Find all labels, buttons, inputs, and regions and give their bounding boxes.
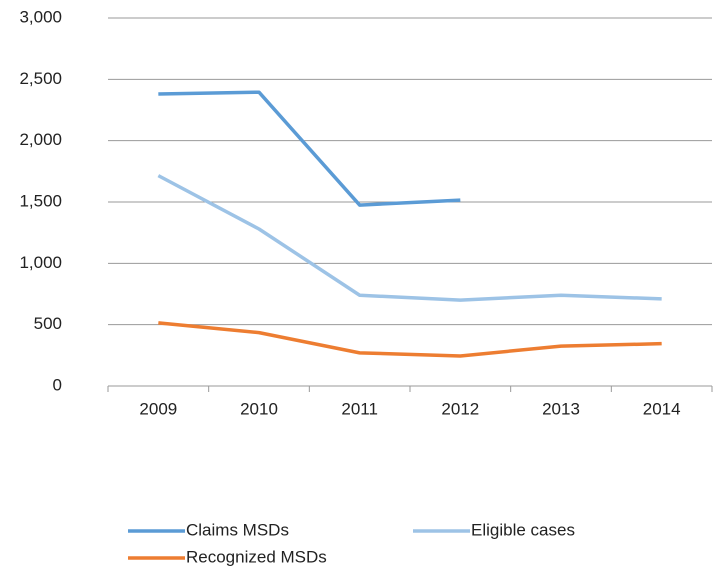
y-tick-label: 2,500 <box>19 69 62 88</box>
legend-label: Claims MSDs <box>186 520 289 539</box>
line-series <box>158 90 461 207</box>
y-tick-label: 2,000 <box>19 130 62 149</box>
x-tick-label: 2014 <box>643 399 681 418</box>
y-tick-label: 1,500 <box>19 191 62 210</box>
x-tick-label: 2009 <box>139 399 177 418</box>
x-tick-label: 2010 <box>240 399 278 418</box>
line-series <box>158 321 662 358</box>
x-tick-label: 2011 <box>341 399 378 418</box>
legend-label: Eligible cases <box>471 520 575 539</box>
x-tick-label: 2013 <box>542 399 580 418</box>
y-tick-label: 1,000 <box>19 253 62 272</box>
y-tick-label: 0 <box>53 375 62 394</box>
x-tick-label: 2012 <box>441 399 479 418</box>
legend-label: Recognized MSDs <box>186 547 327 566</box>
y-tick-label: 500 <box>34 314 62 333</box>
line-series <box>157 174 662 302</box>
y-tick-label: 3,000 <box>19 7 62 26</box>
